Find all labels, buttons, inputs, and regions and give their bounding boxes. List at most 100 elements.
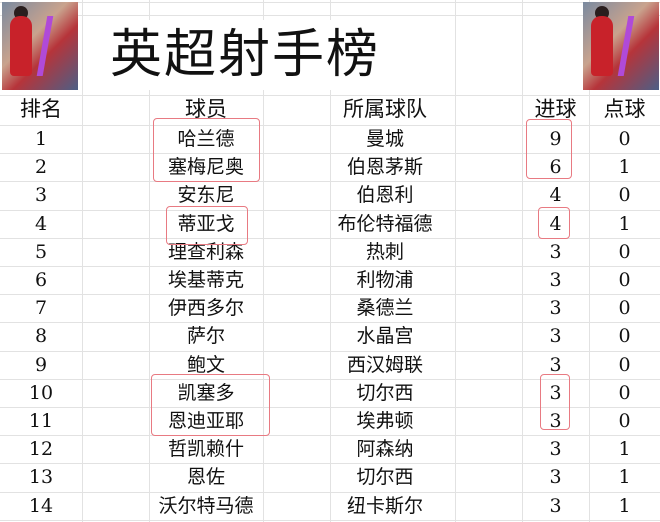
cell-player: 鲍文 [186,353,225,376]
cell-team: 切尔西 [356,466,414,489]
cell-rank: 5 [34,240,48,263]
grid-line [0,407,660,408]
cell-rank: 8 [34,325,48,348]
cell-team: 伯恩茅斯 [346,156,423,179]
highlight-box [540,374,570,430]
cell-team: 西汉姆联 [346,353,423,376]
cell-rank: 1 [34,128,48,150]
grid-line [0,153,660,155]
cell-rank: 7 [34,297,48,320]
cell-rank: 2 [34,156,48,179]
grid-line [149,0,150,522]
grid-line [263,0,264,522]
table-row: 12 哲凯赖什 阿森纳 3 1 [0,435,660,463]
grid-line [0,294,660,296]
highlight-box [526,119,572,179]
cell-penalties: 1 [618,212,631,235]
player-illustration-left [2,2,78,90]
cell-team: 利物浦 [356,269,414,291]
cell-player: 恩迪亚耶 [167,410,244,432]
cell-team: 纽卡斯尔 [346,494,423,517]
cell-goals: 6 [549,156,562,179]
grid-line [0,2,660,3]
cell-team: 热刺 [365,240,404,263]
table-row: 14 沃尔特马德 纽卡斯尔 3 1 [0,492,660,520]
highlight-box [538,207,570,239]
table-row: 9 鲍文 西汉姆联 3 0 [0,351,660,379]
grid-line [0,181,660,183]
cell-goals: 4 [549,184,562,207]
grid-line [330,0,331,522]
cell-goals: 3 [549,297,562,320]
cell-player: 安东尼 [177,184,235,207]
table-row: 6 埃基蒂克 利物浦 3 0 [0,266,660,294]
cell-team: 曼城 [365,128,404,150]
grid-line [0,435,660,437]
cell-rank: 4 [34,212,48,235]
cell-rank: 11 [28,410,54,432]
cell-rank: 10 [28,381,54,404]
grid-line [0,519,660,521]
header-penalties: 点球 [603,97,646,121]
cell-rank: 14 [28,494,54,517]
cell-rank: 12 [28,438,54,461]
cell-team: 埃弗顿 [356,410,414,432]
cell-penalties: 0 [618,325,631,348]
highlight-box [166,206,248,245]
highlight-box [153,118,260,182]
table-row: 1 哈兰德 曼城 9 0 [0,125,660,153]
table-row: 13 恩佐 切尔西 3 1 [0,463,660,491]
grid-line [589,0,590,522]
header-team: 所属球队 [343,97,427,121]
table-row: 11 恩迪亚耶 埃弗顿 3 0 [0,407,660,435]
cell-penalties: 1 [618,156,631,179]
grid-line [0,15,660,16]
grid-line [0,125,660,126]
cell-goals: 3 [549,353,562,376]
cell-player: 蒂亚戈 [177,212,235,235]
cell-goals: 3 [549,269,562,291]
cell-player: 凯塞多 [177,381,235,404]
cell-player: 萨尔 [186,325,225,348]
cell-goals: 3 [549,381,562,404]
grid-line [0,491,660,493]
header-goals: 进球 [534,97,577,121]
cell-goals: 3 [549,410,562,432]
table-row: 10 凯塞多 切尔西 3 0 [0,379,660,407]
cell-penalties: 0 [618,410,631,432]
cell-player: 伊西多尔 [167,297,244,320]
grid-line [0,463,660,465]
cell-penalties: 0 [618,353,631,376]
cell-player: 理查利森 [167,240,244,263]
player-illustration-right [583,2,659,90]
cell-goals: 3 [549,438,562,461]
cell-player: 沃尔特马德 [158,494,254,517]
cell-team: 布伦特福德 [337,212,433,235]
page-title: 英超射手榜 [100,20,390,90]
cell-rank: 13 [28,466,54,489]
grid-line [0,237,660,239]
table-row: 4 蒂亚戈 布伦特福德 4 1 [0,210,660,238]
cell-goals: 3 [549,240,562,263]
cell-penalties: 1 [618,438,631,461]
grid-line [455,0,456,522]
cell-goals: 3 [549,494,562,517]
cell-team: 伯恩利 [356,184,414,207]
cell-team: 桑德兰 [356,297,414,320]
table-row: 3 安东尼 伯恩利 4 0 [0,181,660,209]
grid-line [0,322,660,324]
cell-rank: 9 [34,353,48,376]
cell-penalties: 0 [618,297,631,320]
table-row: 8 萨尔 水晶宫 3 0 [0,322,660,350]
cell-rank: 6 [34,269,48,291]
cell-penalties: 0 [618,381,631,404]
cell-team: 水晶宫 [356,325,414,348]
table-row: 7 伊西多尔 桑德兰 3 0 [0,294,660,322]
cell-goals: 3 [549,325,562,348]
header-player: 球员 [185,97,227,121]
cell-rank: 3 [34,184,48,207]
grid-line [0,266,660,267]
grid-line [522,0,523,522]
cell-penalties: 1 [618,494,631,517]
cell-goals: 3 [549,466,562,489]
